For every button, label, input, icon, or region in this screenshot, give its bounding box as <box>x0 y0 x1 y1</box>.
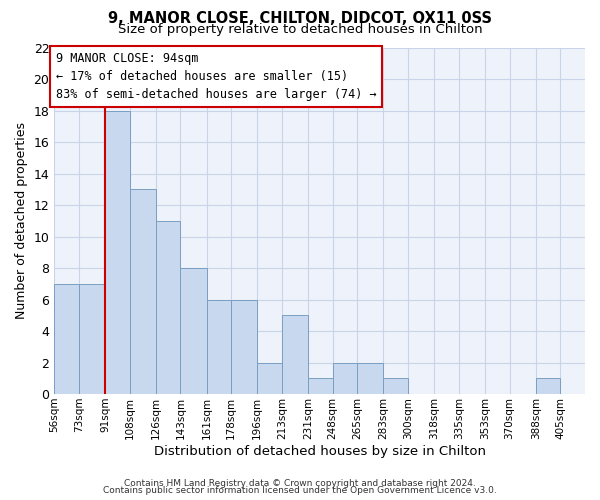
Bar <box>257 362 282 394</box>
Text: Contains HM Land Registry data © Crown copyright and database right 2024.: Contains HM Land Registry data © Crown c… <box>124 478 476 488</box>
Bar <box>206 300 231 394</box>
Text: 9 MANOR CLOSE: 94sqm
← 17% of detached houses are smaller (15)
83% of semi-detac: 9 MANOR CLOSE: 94sqm ← 17% of detached h… <box>56 52 376 101</box>
Bar <box>332 362 358 394</box>
Bar <box>383 378 408 394</box>
Bar <box>282 316 308 394</box>
Bar <box>105 110 130 394</box>
Bar <box>308 378 332 394</box>
Bar <box>536 378 560 394</box>
Y-axis label: Number of detached properties: Number of detached properties <box>15 122 28 320</box>
Bar <box>79 284 105 394</box>
Text: 9, MANOR CLOSE, CHILTON, DIDCOT, OX11 0SS: 9, MANOR CLOSE, CHILTON, DIDCOT, OX11 0S… <box>108 11 492 26</box>
Bar <box>156 221 181 394</box>
Bar <box>231 300 257 394</box>
Bar <box>130 190 156 394</box>
Text: Contains public sector information licensed under the Open Government Licence v3: Contains public sector information licen… <box>103 486 497 495</box>
Bar <box>181 268 206 394</box>
Text: Size of property relative to detached houses in Chilton: Size of property relative to detached ho… <box>118 23 482 36</box>
Bar <box>358 362 383 394</box>
X-axis label: Distribution of detached houses by size in Chilton: Distribution of detached houses by size … <box>154 444 485 458</box>
Bar <box>54 284 79 394</box>
